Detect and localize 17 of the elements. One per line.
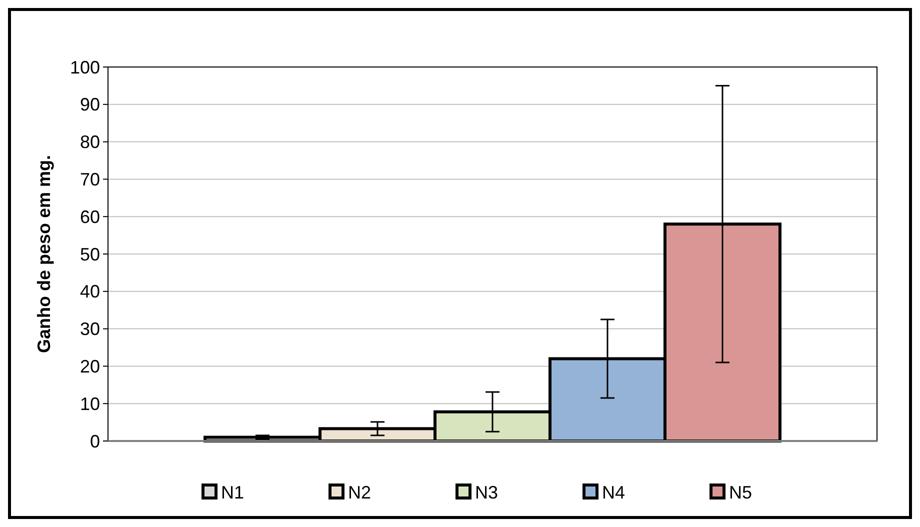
legend-label: N4 bbox=[602, 482, 626, 502]
y-tick-label: 30 bbox=[80, 319, 100, 340]
y-tick-label: 70 bbox=[80, 170, 100, 190]
legend-label: N3 bbox=[475, 482, 498, 502]
y-tick-label: 60 bbox=[80, 206, 100, 227]
y-tick-label: 90 bbox=[80, 94, 100, 115]
y-tick-label: 50 bbox=[80, 244, 100, 264]
y-tick-label: 40 bbox=[80, 282, 100, 302]
legend-label: N2 bbox=[348, 482, 372, 502]
legend-label: N1 bbox=[221, 482, 244, 502]
y-tick-label: 20 bbox=[80, 356, 100, 376]
legend-label: N5 bbox=[729, 482, 752, 502]
y-tick-label: 10 bbox=[80, 394, 100, 414]
y-tick-label: 80 bbox=[80, 132, 100, 152]
y-axis-title: Ganho de peso em mg. bbox=[34, 154, 54, 354]
y-tick-label: 100 bbox=[70, 57, 100, 78]
y-tick-label: 0 bbox=[90, 431, 100, 452]
